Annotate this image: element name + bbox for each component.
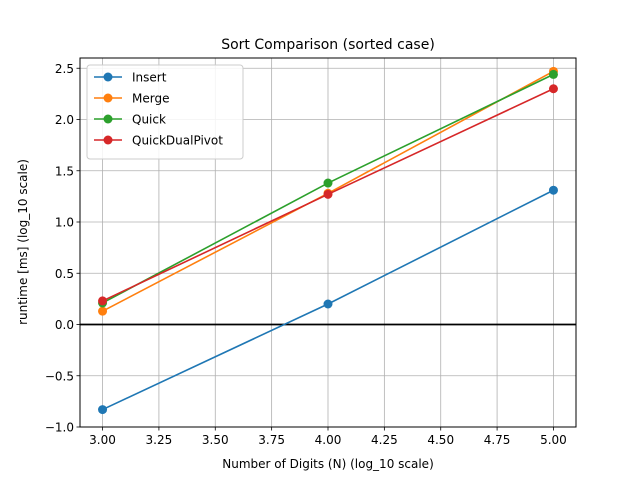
y-tick-label: −1.0 [45,421,74,435]
x-axis-ticks: 3.00 3.25 3.50 3.75 4.00 4.25 4.50 4.75 5.00 [89,427,567,447]
data-point-quick [323,178,333,188]
y-tick-label: 0.5 [55,267,74,281]
legend-label-insert: Insert [132,71,167,85]
legend-label-merge: Merge [132,92,169,106]
x-tick-label: 4.25 [371,433,398,447]
y-tick-label: −0.5 [45,369,74,383]
legend-marker-quickdualpivot [103,135,113,145]
x-tick-label: 4.50 [427,433,454,447]
y-axis-label: runtime [ms] (log_10 scale) [16,159,30,325]
y-tick-label: 1.0 [55,216,74,230]
y-tick-label: 2.5 [55,62,74,76]
legend-marker-quick [103,114,113,124]
legend-label-quick: Quick [132,113,166,127]
data-point-quickdualpivot [323,189,333,199]
x-tick-label: 3.25 [146,433,173,447]
x-tick-label: 3.00 [89,433,116,447]
y-axis-ticks: −1.0 −0.5 0.0 0.5 1.0 1.5 2.0 2.5 [45,62,80,435]
y-tick-label: 2.0 [55,113,74,127]
legend-marker-merge [103,93,113,103]
legend: Insert Merge Quick QuickDualPivot [86,64,244,160]
chart-title: Sort Comparison (sorted case) [221,37,435,53]
data-point-quickdualpivot [548,84,558,94]
series-group [98,66,558,415]
data-point-quick [548,69,558,79]
x-tick-label: 5.00 [540,433,567,447]
x-tick-label: 4.00 [315,433,342,447]
legend-label-quickdualpivot: QuickDualPivot [132,134,223,148]
x-tick-label: 4.75 [484,433,511,447]
y-tick-label: 0.0 [55,318,74,332]
x-tick-label: 3.75 [258,433,285,447]
x-tick-label: 3.50 [202,433,229,447]
data-point-merge [98,306,108,316]
y-tick-label: 1.5 [55,164,74,178]
data-point-quickdualpivot [98,296,108,306]
legend-box [86,64,244,160]
x-axis-label: Number of Digits (N) (log_10 scale) [222,457,434,471]
legend-marker-insert [103,72,113,82]
data-point-insert [548,185,558,195]
data-point-insert [98,405,108,415]
data-point-insert [323,299,333,309]
